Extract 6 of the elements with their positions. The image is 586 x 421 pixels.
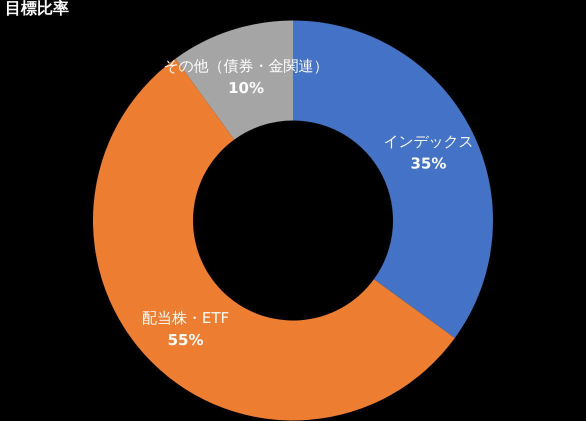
data-label: 35% (410, 154, 446, 172)
data-label: 55% (168, 330, 204, 349)
slice-label: 配当株・ETF (142, 308, 230, 327)
slice-label: インデックス (383, 132, 474, 150)
donut-slice (93, 58, 455, 420)
data-label: 10% (228, 78, 264, 97)
